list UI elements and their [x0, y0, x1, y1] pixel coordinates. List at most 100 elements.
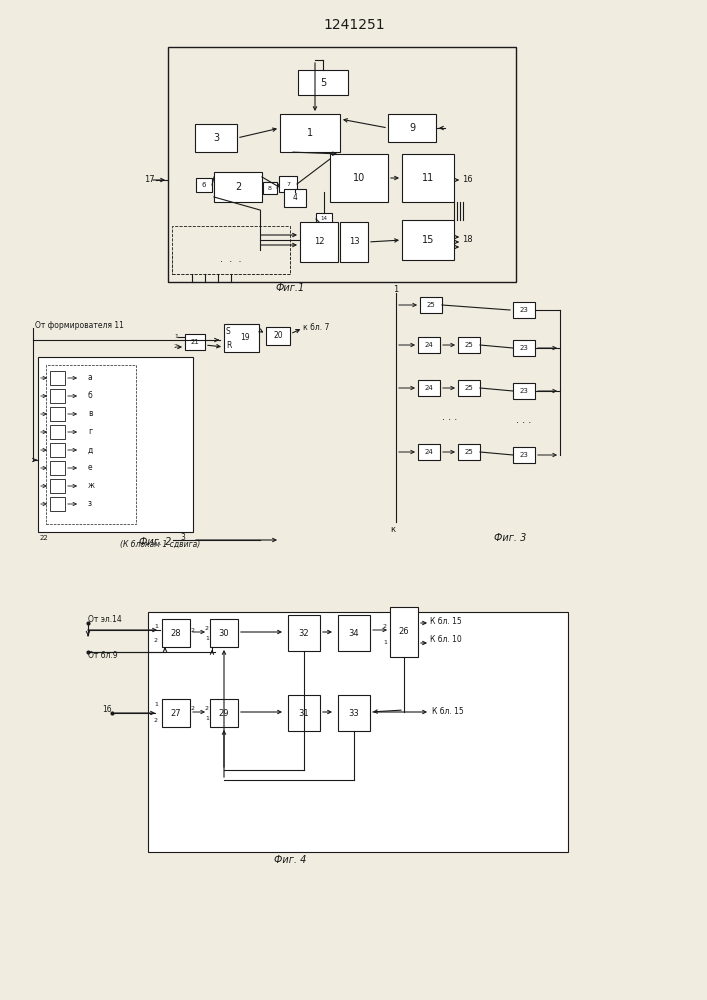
Text: 2: 2 — [205, 706, 209, 710]
Bar — [185, 334, 205, 350]
Text: 16: 16 — [103, 706, 112, 714]
Bar — [338, 695, 370, 731]
Text: 19: 19 — [240, 334, 250, 342]
Bar — [224, 324, 259, 352]
Text: 1: 1 — [174, 334, 178, 340]
Bar — [210, 619, 238, 647]
Text: е: е — [88, 464, 93, 473]
Text: 25: 25 — [464, 449, 474, 455]
Text: 15: 15 — [422, 235, 434, 245]
Text: 23: 23 — [520, 388, 528, 394]
Text: 17: 17 — [144, 176, 155, 184]
Text: 5: 5 — [320, 78, 326, 88]
Text: 28: 28 — [170, 629, 181, 638]
Bar — [316, 213, 332, 225]
Bar — [288, 695, 320, 731]
Text: 16: 16 — [462, 176, 472, 184]
Bar — [172, 252, 290, 274]
Bar — [263, 182, 277, 194]
Bar — [418, 444, 440, 460]
Text: 23: 23 — [520, 345, 528, 351]
Text: 1: 1 — [307, 128, 313, 138]
Text: 3: 3 — [180, 534, 185, 542]
Bar — [513, 383, 535, 399]
Bar — [50, 371, 65, 385]
Text: к бл. 7: к бл. 7 — [303, 324, 329, 332]
Bar — [458, 337, 480, 353]
Bar — [196, 178, 212, 192]
Text: 1241251: 1241251 — [323, 18, 385, 32]
Text: 2: 2 — [191, 629, 195, 634]
Bar — [214, 172, 262, 202]
Text: 1: 1 — [383, 641, 387, 646]
Text: От формирователя 11: От формирователя 11 — [35, 320, 124, 330]
Text: Фиг.1: Фиг.1 — [275, 283, 305, 293]
Bar — [340, 222, 368, 262]
Text: 34: 34 — [349, 629, 359, 638]
Bar — [50, 461, 65, 475]
Text: з: з — [88, 499, 92, 508]
Bar — [266, 327, 290, 345]
Bar — [300, 222, 338, 262]
Text: 6: 6 — [201, 182, 206, 188]
Text: 24: 24 — [425, 385, 433, 391]
Text: 1: 1 — [154, 624, 158, 630]
Text: Фиг. 4: Фиг. 4 — [274, 855, 306, 865]
Text: к: к — [390, 526, 395, 534]
Text: 32: 32 — [298, 629, 309, 638]
Text: 11: 11 — [422, 173, 434, 183]
Bar — [513, 447, 535, 463]
Text: (К блокам 1 сдвига): (К блокам 1 сдвига) — [120, 540, 200, 548]
Text: От бл.9: От бл.9 — [88, 650, 117, 660]
Text: 2: 2 — [205, 626, 209, 631]
Bar — [298, 70, 348, 95]
Text: 8: 8 — [268, 186, 272, 190]
Bar — [458, 444, 480, 460]
Bar — [50, 443, 65, 457]
Bar — [418, 380, 440, 396]
Bar — [195, 124, 237, 152]
Bar — [279, 176, 297, 192]
Text: 12: 12 — [314, 237, 325, 246]
Text: . . .: . . . — [443, 412, 457, 422]
Text: 29: 29 — [218, 708, 229, 718]
Bar — [513, 340, 535, 356]
Text: 24: 24 — [425, 449, 433, 455]
Text: в: в — [88, 410, 93, 418]
Text: 23: 23 — [520, 452, 528, 458]
Text: 20: 20 — [273, 332, 283, 340]
Bar — [390, 607, 418, 657]
Text: 2: 2 — [154, 718, 158, 722]
Bar — [402, 220, 454, 260]
Bar — [418, 337, 440, 353]
Text: а: а — [88, 373, 93, 382]
Text: 9: 9 — [409, 123, 415, 133]
Text: К бл. 15: К бл. 15 — [430, 617, 462, 626]
Bar — [50, 389, 65, 403]
Text: К бл. 10: К бл. 10 — [430, 636, 462, 645]
Bar — [38, 357, 193, 532]
Bar — [330, 154, 388, 202]
Text: 33: 33 — [349, 708, 359, 718]
Text: 1: 1 — [205, 716, 209, 720]
Text: 1: 1 — [393, 286, 398, 294]
Bar — [284, 189, 306, 207]
Text: К бл. 15: К бл. 15 — [432, 708, 464, 716]
Text: 22: 22 — [40, 535, 49, 541]
Text: 25: 25 — [464, 385, 474, 391]
Bar — [50, 425, 65, 439]
Bar — [50, 479, 65, 493]
Bar — [338, 615, 370, 651]
Bar — [46, 365, 136, 524]
Bar — [50, 497, 65, 511]
Bar — [210, 699, 238, 727]
Bar — [288, 615, 320, 651]
Text: 14: 14 — [320, 217, 327, 222]
Bar — [388, 114, 436, 142]
Text: 2: 2 — [235, 182, 241, 192]
Text: От эл.14: От эл.14 — [88, 615, 122, 624]
Text: 24: 24 — [425, 342, 433, 348]
Text: 18: 18 — [462, 235, 472, 244]
Bar — [420, 297, 442, 313]
Bar — [402, 154, 454, 202]
